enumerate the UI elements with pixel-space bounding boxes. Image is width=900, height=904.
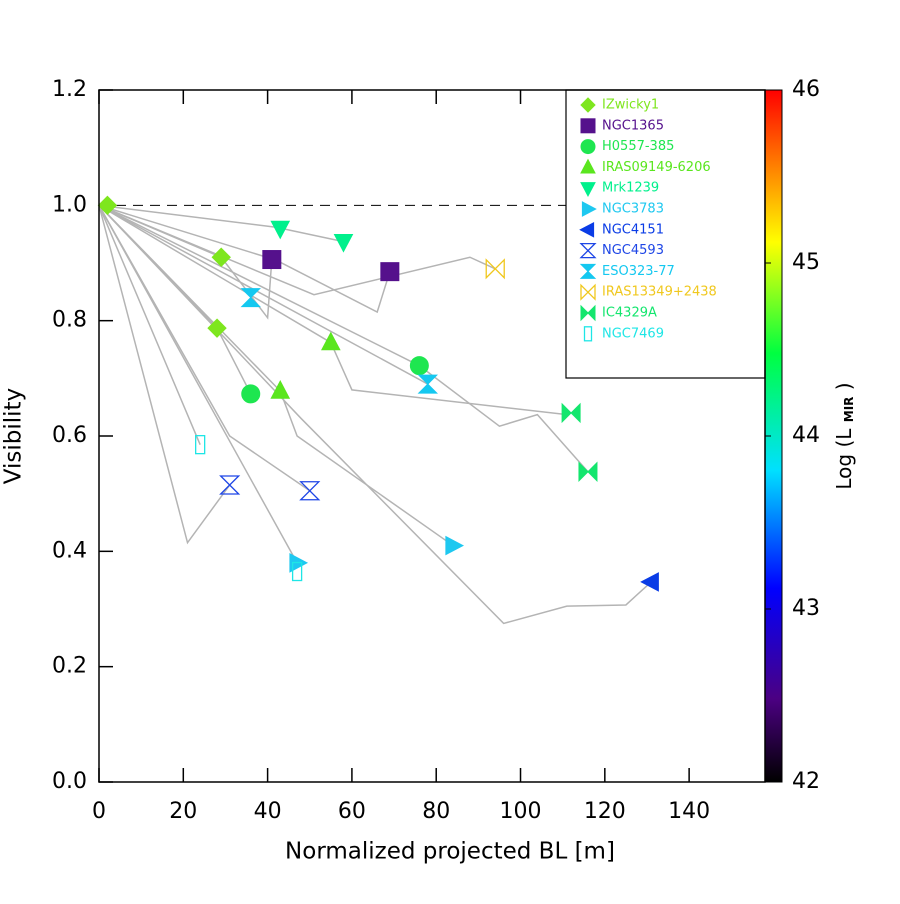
data-point xyxy=(380,262,400,282)
track-line xyxy=(98,204,298,564)
track-line xyxy=(98,204,652,625)
data-point xyxy=(409,356,429,376)
colorbar-label: Log (L MIR ) xyxy=(832,382,860,489)
y-tick-label: 0.2 xyxy=(52,654,87,679)
track-line xyxy=(98,205,231,545)
legend-label: NGC4151 xyxy=(602,222,664,237)
legend-label: NGC3783 xyxy=(602,202,664,217)
data-point xyxy=(97,195,118,216)
data-point xyxy=(207,318,227,338)
data-point xyxy=(270,220,291,240)
colorbar-label-part: Log (L xyxy=(832,428,856,490)
legend-label: NGC7469 xyxy=(602,326,664,341)
track-line xyxy=(98,204,454,547)
track-line xyxy=(98,205,201,445)
legend-label: IC4329A xyxy=(602,306,657,321)
data-point xyxy=(640,572,659,592)
colorbar-tick-label: 44 xyxy=(792,423,820,448)
legend-marker xyxy=(580,97,596,113)
legend-label: NGC4593 xyxy=(602,243,664,258)
data-point xyxy=(561,402,581,424)
legend-marker xyxy=(581,201,597,217)
legend-label: H0557-385 xyxy=(602,139,674,154)
data-point xyxy=(578,461,598,482)
colorbar-tick-label: 45 xyxy=(792,250,820,275)
colorbar-tick-label: 43 xyxy=(792,596,820,621)
data-point xyxy=(195,434,206,455)
track-line xyxy=(98,204,572,416)
legend-marker xyxy=(580,304,596,322)
legend-marker xyxy=(583,326,593,342)
data-point xyxy=(240,288,261,308)
data-point xyxy=(219,475,241,495)
legend-marker xyxy=(580,158,596,174)
data-point xyxy=(417,374,438,394)
data-point xyxy=(485,258,505,280)
legend-marker xyxy=(580,283,596,301)
legend-box xyxy=(565,89,766,379)
x-axis-label: Normalized projected BL [m] xyxy=(285,839,615,865)
y-tick-label: 1.0 xyxy=(52,192,87,217)
track-line xyxy=(98,204,496,296)
legend-label: Mrk1239 xyxy=(602,181,659,196)
x-tick-label: 120 xyxy=(584,799,626,824)
x-tick-label: 40 xyxy=(254,799,282,824)
y-tick-label: 0.4 xyxy=(52,538,87,563)
y-axis-label: Visibility xyxy=(1,388,27,484)
legend-marker xyxy=(580,139,596,155)
legend-marker xyxy=(580,118,596,134)
x-tick-label: 60 xyxy=(338,799,366,824)
x-tick-label: 80 xyxy=(422,799,450,824)
legend-marker xyxy=(580,182,596,197)
plot-frame xyxy=(98,89,766,783)
y-tick-label: 0.8 xyxy=(52,308,87,333)
x-tick-label: 100 xyxy=(500,799,542,824)
colorbar-tick-label: 42 xyxy=(792,769,820,794)
data-point xyxy=(445,535,465,556)
y-tick-label: 0.6 xyxy=(52,423,87,448)
track-line xyxy=(98,204,589,473)
colorbar-label-part: ) xyxy=(832,382,856,390)
y-tick-label: 1.2 xyxy=(52,77,87,102)
track-line xyxy=(98,204,252,395)
x-tick-label: 140 xyxy=(668,799,710,824)
track-line xyxy=(98,204,391,314)
data-point xyxy=(299,481,321,501)
legend-marker xyxy=(579,263,597,279)
legend-marker xyxy=(579,221,595,238)
legend-label: ESO323-77 xyxy=(602,264,675,279)
legend-label: IRAS13349+2438 xyxy=(602,285,717,300)
colorbar-label-part: MIR xyxy=(842,397,856,423)
track-line xyxy=(98,204,273,320)
data-point xyxy=(270,380,291,399)
x-tick-label: 20 xyxy=(169,799,197,824)
track-line xyxy=(98,204,311,492)
legend-label: IZwicky1 xyxy=(602,98,659,113)
data-point xyxy=(211,247,231,267)
y-tick-label: 0.0 xyxy=(52,769,87,794)
data-point xyxy=(333,233,354,253)
data-point xyxy=(241,384,261,404)
data-point xyxy=(321,331,341,351)
legend-label: NGC1365 xyxy=(602,118,664,133)
data-point xyxy=(291,561,303,582)
x-tick-label: 0 xyxy=(92,799,106,824)
legend-marker xyxy=(579,242,597,259)
data-point xyxy=(262,250,282,270)
colorbar-tick-label: 46 xyxy=(792,77,820,102)
legend-label: IRAS09149-6206 xyxy=(602,160,711,175)
